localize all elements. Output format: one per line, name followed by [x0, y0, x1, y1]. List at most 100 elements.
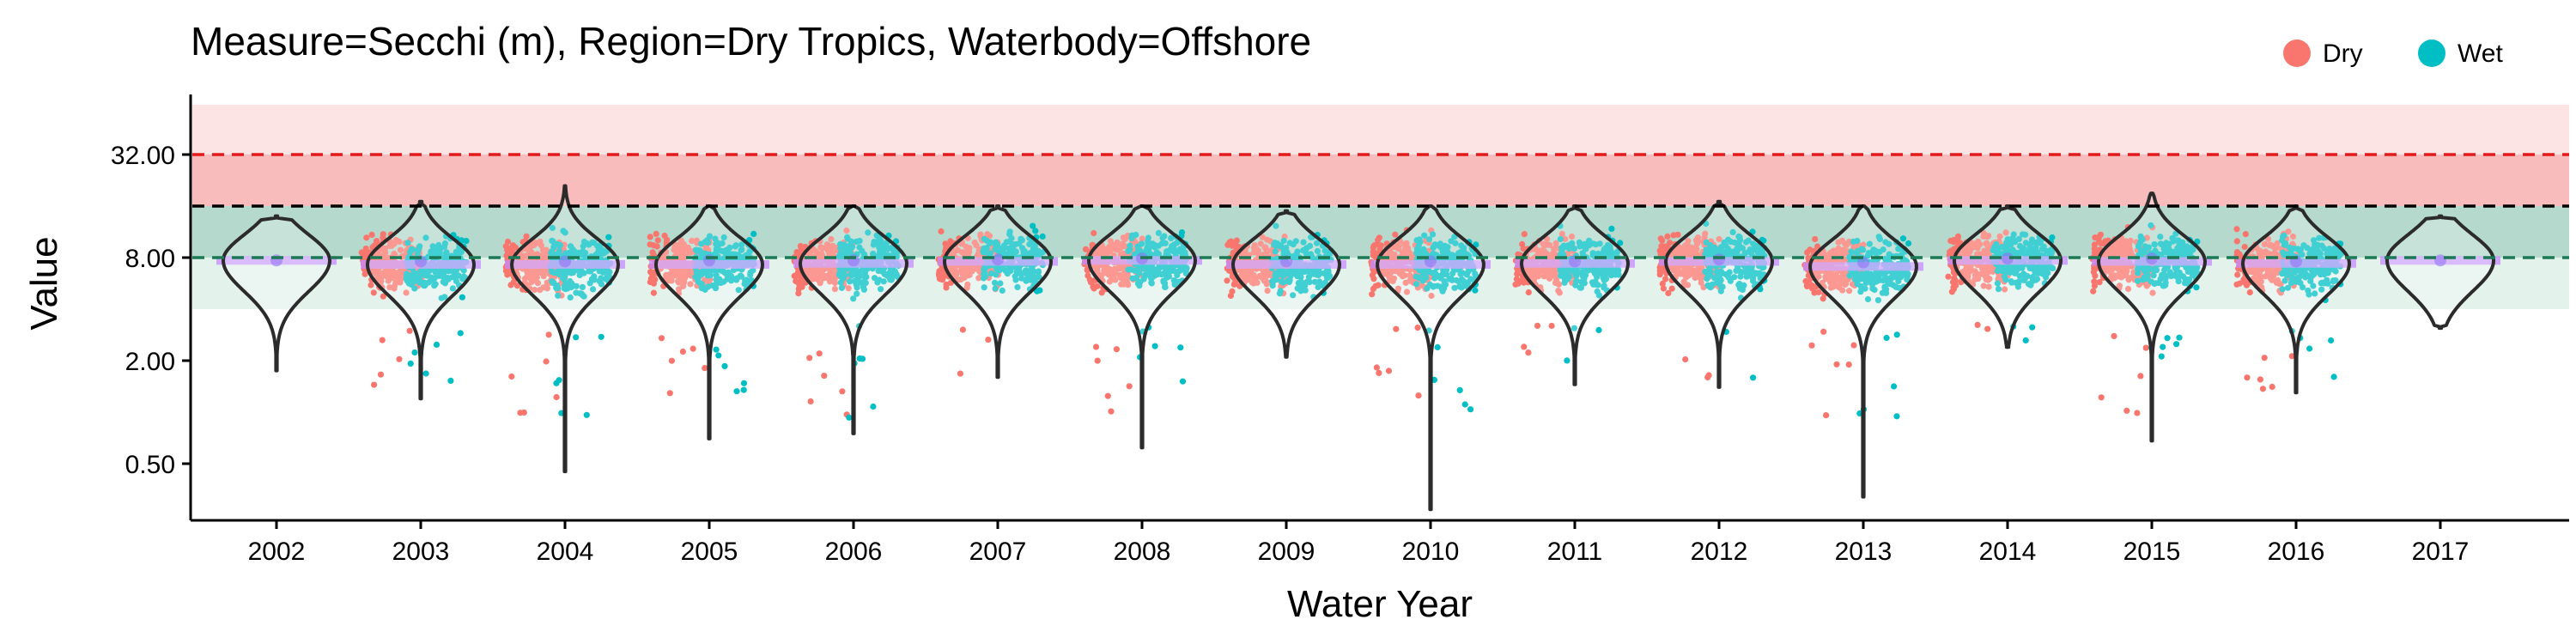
data-point: [1899, 235, 1907, 242]
data-point: [1467, 406, 1474, 413]
data-point: [553, 393, 560, 401]
legend-label-dry: Dry: [2323, 39, 2363, 68]
data-point: [1820, 295, 1826, 302]
data-point: [1415, 392, 1422, 399]
data-point: [537, 287, 544, 294]
data-point: [1548, 322, 1555, 330]
data-point: [410, 271, 416, 278]
data-point: [526, 246, 533, 253]
data-point: [1036, 287, 1043, 294]
data-point: [368, 282, 374, 289]
data-point: [436, 246, 443, 253]
data-point: [1945, 273, 1952, 280]
data-point: [1812, 235, 1819, 243]
data-point: [647, 269, 654, 276]
data-point: [1521, 231, 1528, 238]
data-point: [668, 357, 676, 364]
data-point: [573, 334, 580, 341]
data-point: [379, 337, 386, 343]
legend: Dry Wet: [2283, 39, 2503, 68]
data-point: [1373, 364, 1380, 371]
data-point: [1833, 361, 1840, 368]
data-point: [1151, 343, 1158, 349]
data-point: [390, 269, 397, 276]
data-point: [1521, 343, 1528, 350]
data-point: [713, 346, 720, 353]
data-point: [457, 330, 464, 337]
data-point: [1595, 326, 1602, 333]
data-point: [1094, 283, 1101, 289]
data-point: [544, 279, 550, 286]
data-point: [650, 289, 658, 296]
data-point: [529, 275, 536, 282]
data-point: [1803, 283, 1810, 289]
data-point: [408, 281, 415, 288]
data-point: [807, 398, 814, 405]
data-point: [521, 252, 528, 259]
legend-marker-wet: [2418, 39, 2445, 67]
data-point: [432, 281, 439, 288]
data-point: [411, 276, 418, 283]
data-point: [398, 276, 404, 283]
data-point: [441, 240, 449, 247]
data-point: [1087, 279, 1094, 286]
data-point: [1461, 401, 1468, 408]
data-point: [1229, 242, 1236, 249]
data-point: [959, 326, 966, 333]
data-point: [1369, 271, 1376, 278]
data-point: [422, 234, 429, 241]
data-point: [386, 242, 393, 250]
data-point: [449, 274, 456, 281]
data-point: [1891, 383, 1898, 390]
data-point: [361, 270, 368, 277]
data-point: [404, 240, 411, 246]
data-point: [650, 280, 658, 287]
data-point: [415, 247, 422, 254]
data-point: [380, 234, 386, 241]
data-point: [534, 280, 542, 287]
legend-marker-dry: [2283, 39, 2311, 67]
data-point: [740, 380, 748, 386]
data-point: [507, 282, 514, 289]
data-point: [947, 238, 954, 245]
data-point: [1091, 229, 1097, 237]
data-point: [363, 234, 370, 241]
data-point: [1456, 386, 1463, 393]
data-point: [1657, 269, 1664, 276]
data-point: [371, 267, 378, 274]
data-point: [733, 388, 740, 395]
data-point: [1659, 245, 1666, 252]
data-point: [1682, 355, 1689, 363]
data-point: [398, 270, 404, 277]
data-point: [1230, 281, 1237, 288]
data-point: [368, 231, 375, 238]
data-point: [1905, 240, 1912, 247]
data-point: [1039, 233, 1046, 240]
data-point: [1098, 289, 1105, 296]
data-point: [537, 238, 544, 245]
data-point: [463, 238, 470, 245]
data-point: [806, 355, 813, 361]
data-point: [1564, 357, 1571, 364]
data-point: [985, 337, 992, 343]
data-point: [715, 352, 722, 359]
data-point: [1525, 349, 1532, 356]
data-point: [1393, 325, 1400, 332]
data-point: [411, 349, 418, 356]
data-point: [647, 234, 653, 240]
legend-label-wet: Wet: [2458, 39, 2503, 68]
data-point: [647, 241, 653, 248]
data-point: [653, 230, 659, 237]
chart-title: Measure=Secchi (m), Region=Dry Tropics, …: [191, 19, 1311, 64]
data-point: [1823, 412, 1830, 419]
data-point: [1704, 374, 1711, 380]
data-point: [750, 230, 757, 237]
data-point: [816, 350, 823, 357]
data-point: [1893, 413, 1900, 420]
data-point: [943, 284, 950, 291]
data-point: [422, 370, 429, 377]
data-point: [870, 403, 877, 410]
data-point: [377, 371, 385, 378]
data-point: [605, 234, 612, 240]
data-point: [1126, 383, 1133, 390]
